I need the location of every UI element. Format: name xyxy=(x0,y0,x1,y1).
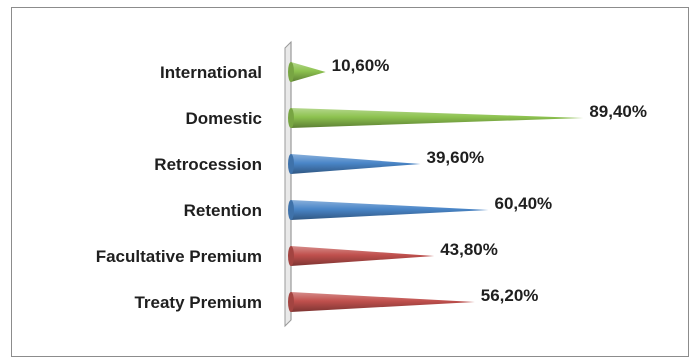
cone-bar xyxy=(291,246,435,266)
cone-bar xyxy=(291,108,584,128)
category-labels: International Domestic Retrocession Retenti… xyxy=(96,63,262,312)
cone-base xyxy=(288,108,294,128)
category-label: International xyxy=(160,63,262,82)
cone-base xyxy=(288,246,294,266)
value-label: 60,40% xyxy=(495,194,553,213)
category-label: Retention xyxy=(184,201,262,220)
axis-wall-side xyxy=(284,40,292,328)
value-label: 10,60% xyxy=(332,56,390,75)
value-label: 43,80% xyxy=(440,240,498,259)
value-label: 39,60% xyxy=(426,148,484,167)
value-labels: 10,60% 89,40% 39,60% 60,40% 43,80% 56,20% xyxy=(332,56,647,305)
value-label: 56,20% xyxy=(481,286,539,305)
cone-base xyxy=(288,292,294,312)
category-label: Domestic xyxy=(185,109,262,128)
cone-bar xyxy=(291,200,489,220)
category-label: Treaty Premium xyxy=(134,293,262,312)
cone-series xyxy=(288,62,584,312)
cone-base xyxy=(288,154,294,174)
cone-bar xyxy=(291,154,421,174)
category-label: Facultative Premium xyxy=(96,247,262,266)
category-label: Retrocession xyxy=(154,155,262,174)
cone-bar xyxy=(291,62,326,82)
cone-base xyxy=(288,200,294,220)
value-label: 89,40% xyxy=(589,102,647,121)
cone-base xyxy=(288,62,294,82)
cone-bar xyxy=(291,292,475,312)
category-axis xyxy=(284,40,292,328)
